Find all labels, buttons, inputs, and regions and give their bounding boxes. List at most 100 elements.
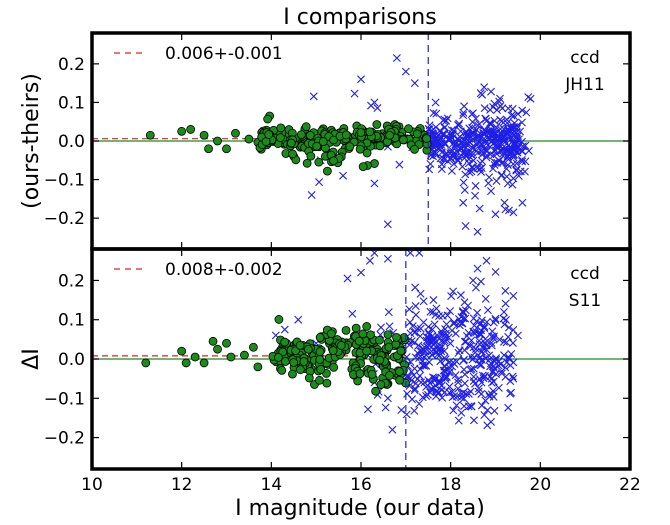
plot-area-1 bbox=[92, 249, 630, 469]
green-point bbox=[304, 373, 314, 383]
blue-point bbox=[509, 174, 518, 183]
blue-point bbox=[477, 401, 486, 410]
green-point bbox=[199, 358, 209, 368]
blue-point bbox=[465, 340, 474, 349]
blue-point bbox=[339, 171, 348, 180]
green-point bbox=[199, 130, 209, 140]
blue-point bbox=[470, 133, 479, 142]
blue-point bbox=[460, 346, 469, 355]
green-point bbox=[303, 344, 313, 354]
blue-point bbox=[473, 264, 482, 273]
green-point bbox=[295, 365, 305, 375]
blue-point bbox=[447, 326, 456, 335]
y-tick-label: 0.1 bbox=[58, 311, 85, 331]
blue-point bbox=[487, 120, 496, 129]
blue-point bbox=[509, 291, 518, 300]
blue-point bbox=[441, 368, 450, 377]
green-point bbox=[395, 375, 405, 385]
blue-point bbox=[458, 137, 467, 146]
blue-point bbox=[460, 186, 469, 195]
blue-point bbox=[416, 324, 425, 333]
blue-point bbox=[385, 322, 394, 331]
blue-point bbox=[473, 148, 482, 157]
blue-point bbox=[428, 373, 437, 382]
blue-point bbox=[431, 123, 440, 132]
blue-point bbox=[431, 310, 440, 319]
blue-point bbox=[376, 323, 385, 332]
green-point bbox=[315, 375, 324, 385]
blue-point bbox=[433, 343, 441, 352]
blue-point bbox=[411, 353, 420, 362]
blue-point bbox=[307, 191, 316, 199]
blue-point bbox=[499, 308, 508, 316]
green-point bbox=[286, 138, 296, 148]
green-point bbox=[208, 336, 218, 346]
blue-point bbox=[465, 124, 474, 133]
blue-point bbox=[450, 318, 459, 327]
blue-point bbox=[497, 130, 506, 139]
green-point bbox=[141, 358, 151, 368]
green-point bbox=[375, 141, 385, 151]
blue-point bbox=[495, 335, 504, 344]
blue-point bbox=[512, 159, 521, 168]
blue-point bbox=[460, 102, 469, 111]
x-tick-label: 14 bbox=[261, 475, 283, 495]
green-point bbox=[273, 353, 283, 362]
legend-text: 0.008+-0.002 bbox=[165, 260, 283, 280]
blue-point bbox=[492, 141, 501, 150]
blue-point bbox=[521, 141, 530, 150]
blue-point bbox=[418, 357, 427, 366]
blue-point bbox=[456, 291, 465, 300]
green-point bbox=[186, 125, 196, 134]
chart-title: I comparisons bbox=[283, 5, 436, 30]
blue-point bbox=[501, 372, 510, 381]
blue-point bbox=[481, 294, 490, 303]
blue-point bbox=[395, 160, 404, 169]
blue-point bbox=[431, 374, 440, 383]
blue-point bbox=[502, 338, 511, 347]
blue-point bbox=[406, 329, 415, 338]
blue-point bbox=[350, 89, 359, 98]
blue-point bbox=[416, 289, 425, 298]
annotation-ccd: ccd bbox=[570, 264, 599, 284]
blue-point bbox=[392, 54, 401, 63]
blue-point bbox=[446, 307, 455, 316]
blue-point bbox=[432, 304, 441, 313]
blue-point bbox=[509, 208, 518, 217]
green-point bbox=[326, 329, 336, 339]
blue-point bbox=[524, 93, 533, 102]
blue-point bbox=[413, 348, 422, 357]
blue-point bbox=[445, 135, 454, 144]
green-point bbox=[301, 122, 311, 132]
blue-point bbox=[458, 162, 467, 171]
green-point bbox=[222, 144, 231, 154]
blue-point bbox=[469, 156, 478, 165]
blue-point bbox=[487, 187, 496, 196]
blue-point bbox=[524, 146, 533, 155]
blue-point bbox=[459, 307, 467, 316]
blue-point bbox=[280, 325, 289, 334]
green-point bbox=[322, 378, 332, 388]
blue-point bbox=[490, 357, 499, 366]
blue-point bbox=[441, 150, 450, 159]
blue-point bbox=[480, 324, 489, 333]
green-point bbox=[226, 352, 236, 362]
blue-point bbox=[471, 181, 480, 190]
blue-point bbox=[430, 320, 439, 329]
blue-point bbox=[442, 116, 451, 125]
blue-point bbox=[451, 152, 460, 161]
blue-point bbox=[423, 342, 432, 351]
green-point bbox=[396, 346, 406, 356]
blue-point bbox=[474, 131, 483, 140]
blue-point bbox=[422, 351, 431, 360]
blue-point bbox=[459, 108, 468, 117]
blue-point bbox=[478, 371, 487, 380]
green-point bbox=[336, 341, 346, 350]
blue-point bbox=[433, 350, 442, 359]
blue-point bbox=[489, 164, 498, 173]
green-point bbox=[231, 128, 240, 138]
y-tick-label: 0.0 bbox=[58, 132, 85, 152]
blue-point bbox=[407, 367, 416, 376]
blue-point bbox=[461, 222, 470, 230]
blue-point bbox=[411, 283, 420, 292]
